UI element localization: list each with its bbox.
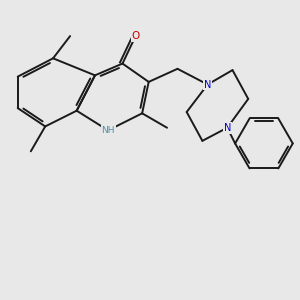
Text: N: N: [204, 80, 211, 89]
Text: NH: NH: [101, 126, 115, 135]
Text: N: N: [224, 123, 231, 133]
Text: O: O: [131, 31, 140, 41]
